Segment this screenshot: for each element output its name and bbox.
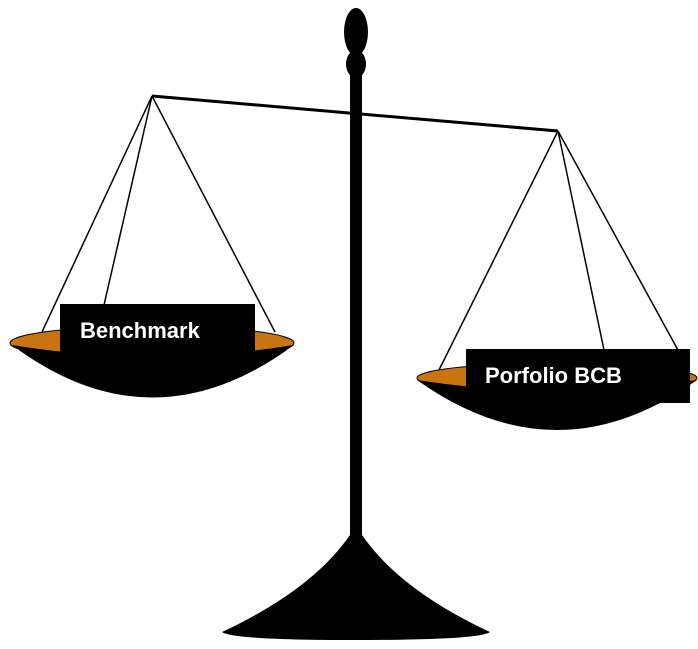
right-label-box (466, 349, 690, 403)
right-strings (437, 130, 691, 373)
left-label: Benchmark (80, 318, 201, 343)
left-strings (41, 95, 276, 333)
left-pan (12, 345, 294, 398)
base (222, 535, 490, 640)
left-label-box (60, 304, 255, 358)
finial-lower (346, 50, 366, 78)
right-label: Porfolio BCB (485, 363, 622, 388)
finial (344, 8, 368, 56)
beam (151, 94, 559, 133)
post (350, 60, 362, 540)
